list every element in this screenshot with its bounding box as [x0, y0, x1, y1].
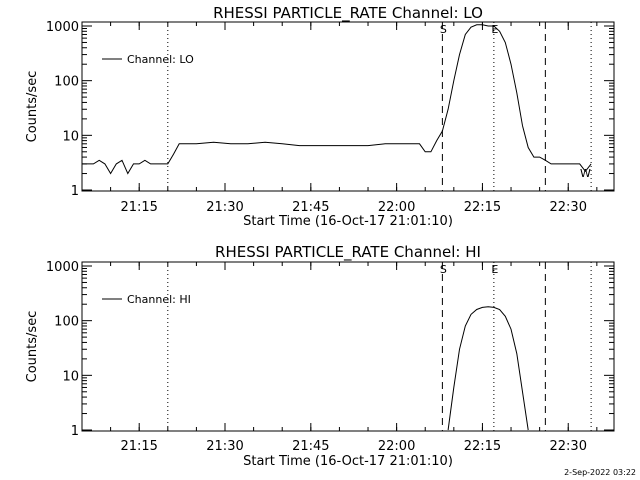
x-tick-label: 21:15: [120, 439, 157, 454]
x-tick-label: 22:30: [550, 200, 587, 215]
x-tick-label: 21:45: [292, 200, 329, 215]
event-marker-label: E: [491, 23, 498, 36]
x-tick-label: 22:00: [378, 200, 415, 215]
x-tick-label: 22:30: [550, 439, 587, 454]
y-tick-label: 1: [71, 424, 79, 439]
legend-label: Channel: LO: [127, 53, 194, 66]
x-tick-label: 21:15: [120, 200, 157, 215]
x-axis-label: Start Time (16-Oct-17 21:01:10): [243, 454, 453, 469]
y-tick-label: 1000: [46, 260, 79, 275]
y-tick-label: 10: [62, 129, 79, 144]
x-tick-label: 21:45: [292, 439, 329, 454]
y-tick-label: 1: [71, 184, 79, 199]
timestamp: 2-Sep-2022 03:22: [564, 468, 636, 477]
x-tick-label: 22:15: [464, 200, 501, 215]
event-marker-label: S: [440, 263, 447, 276]
chart-title: RHESSI PARTICLE_RATE Channel: HI: [215, 243, 481, 262]
series-line: [82, 24, 592, 175]
x-tick-label: 22:15: [464, 439, 501, 454]
y-tick-label: 1000: [46, 20, 79, 35]
corner-label: W: [580, 167, 591, 180]
x-axis-label: Start Time (16-Oct-17 21:01:10): [243, 214, 453, 229]
plot-frame: [81, 21, 615, 192]
legend-label: Channel: HI: [127, 293, 191, 306]
y-tick-label: 100: [54, 75, 79, 90]
y-axis-label: Counts/sec: [25, 311, 40, 383]
x-tick-label: 21:30: [206, 439, 243, 454]
chart-title: RHESSI PARTICLE_RATE Channel: LO: [213, 4, 483, 23]
event-marker-label: S: [440, 23, 447, 36]
y-axis-label: Counts/sec: [25, 71, 40, 143]
y-tick-label: 100: [54, 315, 79, 330]
x-tick-label: 22:00: [378, 439, 415, 454]
y-tick-label: 10: [62, 369, 79, 384]
series-line: [447, 306, 529, 431]
x-tick-label: 21:30: [206, 200, 243, 215]
event-marker-label: E: [491, 263, 498, 276]
plot-frame: [81, 261, 615, 432]
